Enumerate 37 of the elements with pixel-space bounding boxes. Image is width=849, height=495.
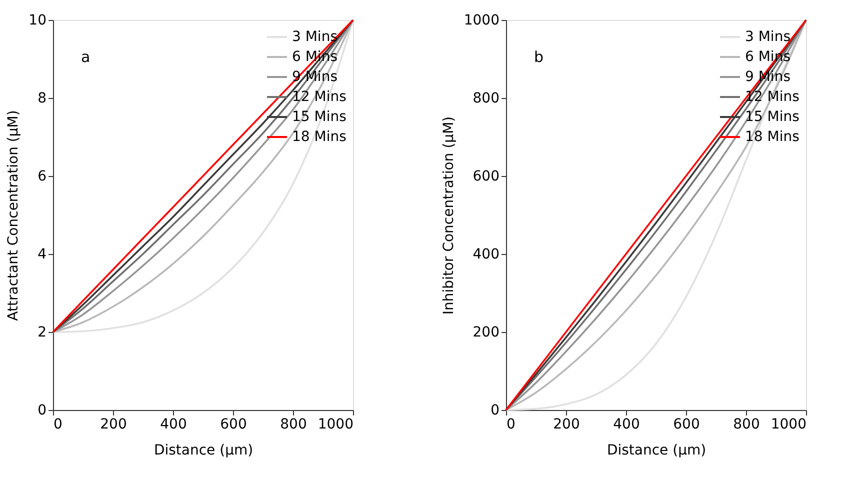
x-tick-label: 800 <box>733 416 760 432</box>
x-tick-label: 0 <box>506 416 516 432</box>
y-tick-label: 600 <box>472 168 500 184</box>
y-tick-label: 8 <box>38 90 46 106</box>
x-tick-label: 800 <box>280 416 307 432</box>
x-tick-label: 600 <box>673 416 700 432</box>
legend-label: 18 Mins <box>745 129 800 145</box>
x-axis-title: Distance (µm) <box>154 442 254 458</box>
y-axis-title: Inhibitor Concentration (µM) <box>440 116 457 315</box>
x-tick-label: 1000 <box>770 416 806 432</box>
legend-label: 3 Mins <box>292 29 338 45</box>
legend-label: 12 Mins <box>292 89 346 105</box>
x-tick-label: 400 <box>160 416 187 432</box>
x-tick-label: 600 <box>220 416 247 432</box>
y-tick-label: 10 <box>28 12 46 28</box>
legend-label: 15 Mins <box>292 109 346 125</box>
y-tick-label: 2 <box>38 324 46 340</box>
y-tick-label: 200 <box>472 324 500 340</box>
x-tick-label: 400 <box>613 416 640 432</box>
y-tick-label: 400 <box>472 246 500 262</box>
annotation: a <box>81 48 90 66</box>
legend-label: 18 Mins <box>292 129 346 145</box>
legend-label: 3 Mins <box>745 29 790 45</box>
y-axis-title: Attractant Concentration (µM) <box>6 110 22 321</box>
y-tick-label: 0 <box>490 402 500 418</box>
x-tick-label: 200 <box>553 416 580 432</box>
legend-label: 15 Mins <box>745 109 800 125</box>
x-axis-title: Distance (µm) <box>606 442 706 458</box>
x-tick-label: 0 <box>54 416 62 432</box>
y-tick-label: 800 <box>472 90 500 106</box>
x-tick-label: 1000 <box>318 416 354 432</box>
y-tick-label: 6 <box>38 168 47 184</box>
y-tick-label: 1000 <box>464 12 500 28</box>
annotation: b <box>534 48 544 66</box>
y-tick-label: 4 <box>38 246 47 262</box>
y-tick-label: 0 <box>38 402 46 418</box>
x-tick-label: 200 <box>100 416 127 432</box>
